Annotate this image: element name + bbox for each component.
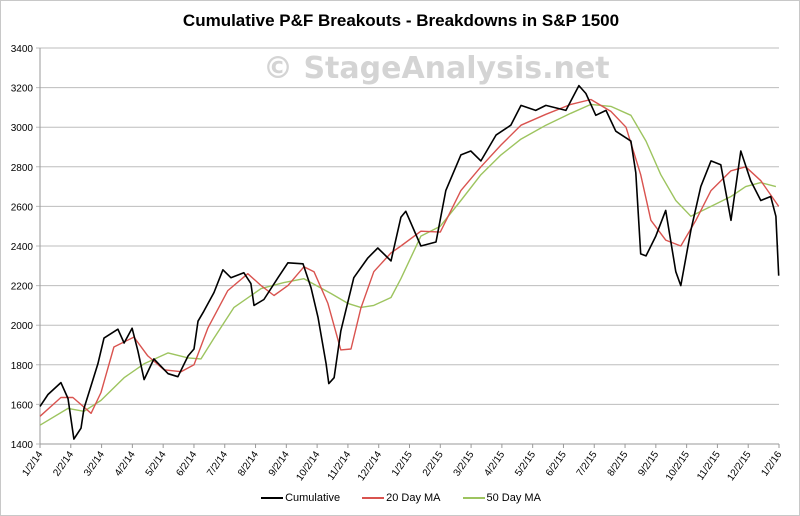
x-tick-label: 9/2/15 [636,449,661,478]
x-tick-label: 10/2/15 [664,449,692,483]
x-tick-label: 4/2/14 [113,449,138,478]
x-tick-label: 11/2/14 [326,449,354,482]
legend-item-cumulative: Cumulative [261,492,340,504]
x-tick-label: 5/2/15 [513,449,538,478]
series-line-50-day-ma [39,103,777,426]
x-tick-label: 11/2/15 [695,449,723,482]
y-tick-label: 1800 [11,361,34,372]
x-tick-label: 3/2/15 [452,449,477,478]
y-tick-label: 3000 [11,123,34,134]
y-tick-label: 3200 [11,84,34,95]
x-tick-label: 1/2/15 [390,449,415,478]
x-tick-label: 12/2/15 [726,449,754,483]
x-tick-label: 7/2/14 [205,449,230,478]
x-tick-label: 1/2/14 [20,449,45,478]
legend: Cumulative 20 Day MA 50 Day MA [1,492,799,504]
legend-label: Cumulative [285,492,341,504]
y-tick-label: 1600 [11,400,34,411]
legend-swatch [462,497,485,499]
series-line-cumulative [39,84,780,440]
x-tick-label: 3/2/14 [82,449,107,478]
legend-label: 20 Day MA [386,492,441,504]
x-tick-label: 4/2/15 [482,449,507,478]
y-tick-label: 2800 [11,163,34,174]
x-tick-label: 2/2/14 [51,449,76,478]
y-tick-label: 2400 [11,242,34,253]
legend-item-20-day-ma: 20 Day MA [362,492,441,504]
watermark: © StageAnalysis.net [263,51,610,86]
legend-item-50-day-ma: 50 Day MA [462,492,541,504]
chart-title: Cumulative P&F Breakouts - Breakdowns in… [182,11,620,30]
x-tick-label: 12/2/14 [356,449,384,483]
x-tick-label: 8/2/14 [236,449,261,478]
x-tick-label: 1/2/16 [759,449,784,478]
x-tick-label: 5/2/14 [144,449,169,478]
x-tick-label: 7/2/15 [575,449,600,478]
series-line-20-day-ma [39,98,780,417]
y-tick-label: 2200 [11,282,34,293]
x-tick-label: 2/2/15 [421,449,446,478]
legend-swatch [261,497,284,499]
x-tick-label: 9/2/14 [267,449,292,478]
y-tick-label: 2000 [11,321,34,332]
y-tick-label: 1400 [11,440,34,451]
x-tick-label: 6/2/15 [544,449,569,478]
x-tick-label: 10/2/14 [294,449,322,483]
legend-swatch [362,497,385,499]
y-tick-label: 3400 [11,44,34,55]
x-tick-label: 6/2/14 [174,449,199,478]
legend-label: 50 Day MA [486,492,541,504]
y-tick-label: 2600 [11,202,34,213]
x-tick-label: 8/2/15 [606,449,631,478]
